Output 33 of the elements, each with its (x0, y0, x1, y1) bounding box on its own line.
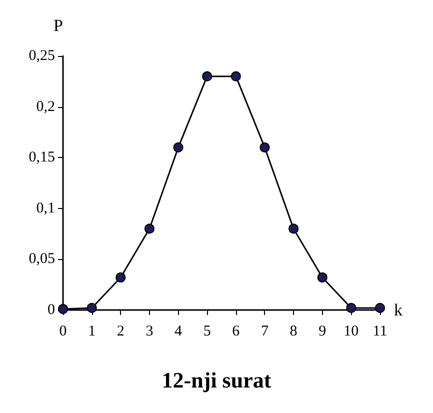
point (375, 302, 385, 313)
x-tick-label: 2 (116, 324, 124, 340)
x-tick-label: 11 (372, 324, 388, 340)
point (346, 302, 356, 313)
y-tick-label: 0,1 (36, 200, 55, 216)
x-tick-label: 4 (174, 324, 183, 340)
point (116, 272, 126, 282)
point (230, 71, 241, 82)
point (144, 224, 154, 234)
x-tick-label: 8 (290, 324, 298, 340)
point (86, 302, 97, 313)
x-tick-label: 10 (344, 324, 359, 340)
y-tick-label: 0 (48, 302, 55, 318)
y-axis-title: P (54, 16, 63, 35)
y-tick-label: 0,25 (28, 48, 55, 64)
y-tick-label: 0,05 (28, 251, 55, 268)
y-tick-label: 0,2 (36, 98, 55, 115)
x-tick-label: 6 (232, 324, 240, 340)
x-tick-label: 5 (203, 324, 211, 340)
y-tick-label: 0,15 (28, 150, 55, 166)
x-axis-title: k (394, 300, 403, 320)
text: 12-nji surat (162, 368, 272, 392)
point (173, 142, 184, 152)
point (317, 272, 328, 282)
point (202, 71, 212, 82)
x-tick-label: 3 (146, 324, 154, 340)
x-tick-label: 9 (318, 324, 326, 340)
x-tick-label: 0 (59, 324, 67, 340)
x-tick-label: 7 (260, 324, 269, 340)
point (288, 224, 299, 234)
point (58, 304, 68, 314)
point (260, 142, 270, 152)
x-tick-label: 1 (88, 324, 96, 340)
